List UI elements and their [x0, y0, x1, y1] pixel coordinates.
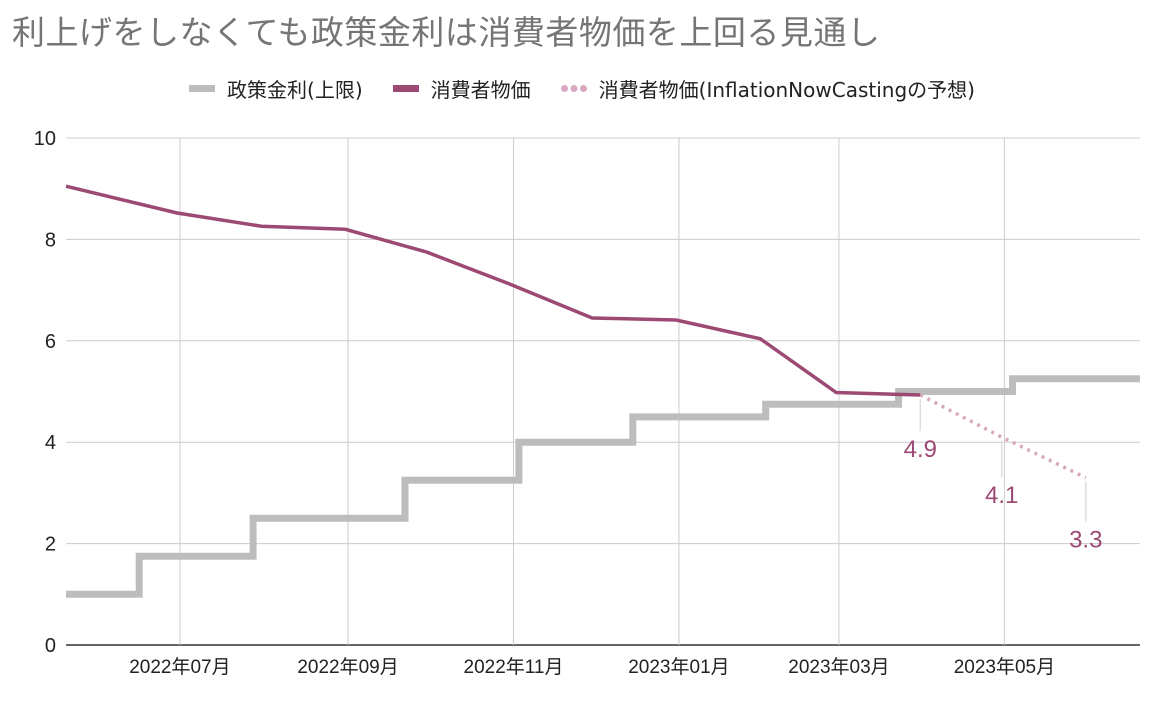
- legend-label-policy-rate: 政策金利(上限): [227, 78, 363, 102]
- x-tick-label: 2022年07月: [129, 656, 230, 678]
- y-tick-label: 6: [45, 331, 56, 353]
- y-tick-label: 4: [45, 432, 56, 454]
- legend-item-policy-rate[interactable]: 政策金利(上限): [189, 74, 363, 103]
- y-tick-label: 2: [45, 534, 56, 556]
- policy-rate-line: [66, 375, 1140, 598]
- data-label: 4.1: [985, 482, 1018, 509]
- legend-swatch-cpi: [392, 85, 419, 92]
- cpi-line: [65, 184, 921, 397]
- y-tick-label: 0: [45, 635, 56, 657]
- x-tick-label: 2023年01月: [628, 656, 729, 678]
- legend-swatch-policy-rate: [189, 85, 216, 92]
- legend-item-cpi[interactable]: 消費者物価: [392, 74, 531, 103]
- data-label: 3.3: [1069, 527, 1102, 554]
- legend-item-cpi-forecast[interactable]: 消費者物価(InflationNowCastingの予想): [560, 74, 975, 103]
- x-tick-label: 2022年09月: [297, 656, 398, 678]
- y-tick-label: 8: [45, 229, 56, 251]
- legend-swatch-cpi-forecast: [560, 85, 587, 92]
- chart-title: 利上げをしなくても政策金利は消費者物価を上回る見通し: [12, 13, 881, 52]
- y-tick-label: 10: [34, 128, 56, 150]
- x-tick-label: 2023年05月: [954, 656, 1055, 678]
- x-tick-label: 2022年11月: [464, 656, 564, 678]
- legend-label-cpi: 消費者物価: [430, 78, 531, 102]
- data-label: 4.9: [904, 436, 937, 463]
- cpi-forecast-line: [919, 393, 1087, 480]
- legend: 政策金利(上限) 消費者物価 消費者物価(InflationNowCasting…: [0, 74, 1164, 103]
- x-tick-label: 2023年03月: [788, 656, 889, 678]
- legend-label-cpi-forecast: 消費者物価(InflationNowCastingの予想): [598, 78, 975, 102]
